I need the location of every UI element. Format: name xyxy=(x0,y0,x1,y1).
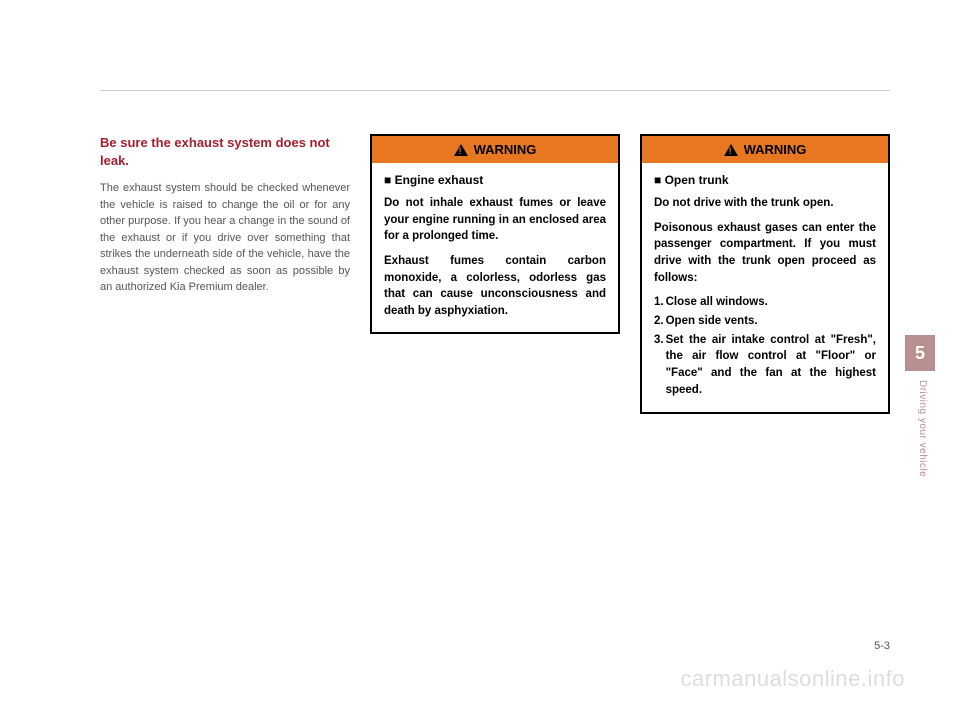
warning-label: WARNING xyxy=(474,142,537,157)
warning-header: WARNING xyxy=(372,136,618,163)
warning-list-item: 1. Close all windows. xyxy=(654,294,876,311)
warning-triangle-icon xyxy=(454,144,468,156)
body-paragraph: The exhaust system should be checked whe… xyxy=(100,180,350,296)
middle-column: WARNING ■ Engine exhaust Do not inhale e… xyxy=(370,134,620,414)
warning-subtitle: ■ Engine exhaust xyxy=(384,173,606,187)
warning-triangle-icon xyxy=(724,144,738,156)
list-number: 1. xyxy=(654,294,666,311)
chapter-tab: 5 xyxy=(905,335,935,371)
warning-paragraph: Poisonous exhaust gases can enter the pa… xyxy=(654,220,876,287)
list-text: Open side vents. xyxy=(666,313,758,330)
warning-paragraph: Do not inhale exhaust fumes or leave you… xyxy=(384,195,606,245)
watermark: carmanualsonline.info xyxy=(680,666,905,692)
warning-box-engine-exhaust: WARNING ■ Engine exhaust Do not inhale e… xyxy=(370,134,620,334)
warning-box-open-trunk: WARNING ■ Open trunk Do not drive with t… xyxy=(640,134,890,414)
warning-label: WARNING xyxy=(744,142,807,157)
warning-paragraph: Do not drive with the trunk open. xyxy=(654,195,876,212)
warning-list-item: 3. Set the air intake control at "Fresh"… xyxy=(654,332,876,399)
warning-body: ■ Engine exhaust Do not inhale exhaust f… xyxy=(372,163,618,332)
list-number: 3. xyxy=(654,332,666,399)
chapter-label: Driving your vehicle xyxy=(917,380,928,477)
list-number: 2. xyxy=(654,313,666,330)
top-divider xyxy=(100,90,890,91)
warning-paragraph: Exhaust fumes contain carbon monoxide, a… xyxy=(384,253,606,320)
left-column: Be sure the exhaust system does not leak… xyxy=(100,134,350,414)
warning-subtitle: ■ Open trunk xyxy=(654,173,876,187)
right-column: WARNING ■ Open trunk Do not drive with t… xyxy=(640,134,890,414)
list-text: Set the air intake control at "Fresh", t… xyxy=(666,332,876,399)
warning-header: WARNING xyxy=(642,136,888,163)
warning-list-item: 2. Open side vents. xyxy=(654,313,876,330)
warning-body: ■ Open trunk Do not drive with the trunk… xyxy=(642,163,888,412)
page-container: Be sure the exhaust system does not leak… xyxy=(0,0,960,707)
list-text: Close all windows. xyxy=(666,294,768,311)
content-area: Be sure the exhaust system does not leak… xyxy=(100,134,890,414)
section-heading: Be sure the exhaust system does not leak… xyxy=(100,134,350,170)
page-number: 5-3 xyxy=(874,640,890,652)
